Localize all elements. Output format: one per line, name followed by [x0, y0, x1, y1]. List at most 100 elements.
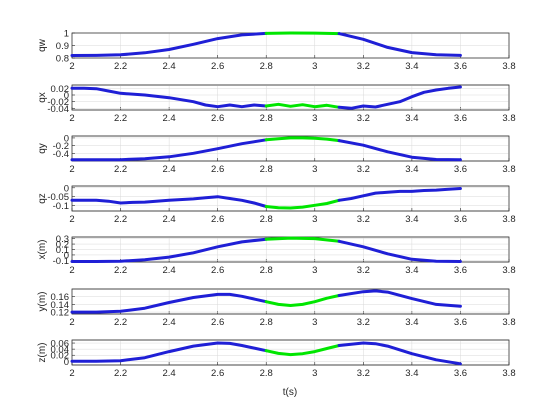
series-line-qz-0: [70, 195, 268, 208]
x-tick-label: 2: [69, 214, 74, 225]
series-line-z-m-0: [70, 341, 268, 363]
x-tick-label: 2.4: [163, 265, 176, 276]
x-tick-label: 3: [312, 113, 317, 124]
x-tick-label: 3.2: [357, 317, 370, 328]
y-tick-label: 0: [64, 133, 69, 144]
y-axis-label-qy: qy: [37, 143, 48, 154]
x-axis-label: t(s): [283, 387, 297, 398]
subplot-x-m: 2 2.2 2.4 2.6 2.8 3 3.2 3.4 3.6 3.8 0.30.20.10-0.1…: [37, 234, 516, 276]
plot-border: [71, 185, 510, 212]
plot-border: [71, 339, 510, 366]
x-tick-label: 3.8: [502, 113, 515, 124]
x-tick-label: 3.8: [502, 61, 515, 72]
y-tick-label: 0.06: [51, 339, 70, 350]
x-tick-label: 2.4: [163, 61, 176, 72]
x-tick-label: 3.2: [357, 214, 370, 225]
x-tick-label: 2: [69, 164, 74, 175]
y-tick-label: 0.9: [56, 41, 69, 52]
x-tick-label: 3.2: [357, 265, 370, 276]
x-tick-label: 3.2: [357, 61, 370, 72]
x-tick-label: 3: [312, 317, 317, 328]
x-tick-label: 3.2: [357, 368, 370, 379]
series-line-z-m-2: [337, 341, 462, 366]
series-line-qx-1: [264, 102, 341, 109]
x-tick-label: 3.4: [405, 214, 418, 225]
x-tick-label: 2.8: [260, 61, 273, 72]
x-tick-label: 3.6: [454, 317, 467, 328]
x-tick-label: 2: [69, 265, 74, 276]
y-tick-label: -0.4: [53, 149, 69, 160]
x-tick-label: 3.4: [405, 265, 418, 276]
y-tick-label: -0.1: [53, 256, 69, 267]
series-line-qw-1: [264, 31, 341, 36]
x-tick-label: 2.8: [260, 317, 273, 328]
y-tick-label: 0.12: [51, 308, 70, 319]
series-line-qy-2: [337, 139, 462, 162]
x-tick-label: 2.4: [163, 214, 176, 225]
x-tick-label: 3.4: [405, 164, 418, 175]
y-tick-label: 0: [64, 357, 69, 368]
x-tick-label: 3.8: [502, 368, 515, 379]
y-axis-label-qz: qz: [37, 193, 48, 204]
series-line-z-m-1: [264, 344, 341, 357]
y-tick-label: 0.2: [56, 240, 69, 251]
y-axis-label-qx: qx: [37, 92, 48, 103]
series-line-qy-1: [264, 136, 341, 143]
series-line-qy-0: [70, 138, 268, 162]
x-tick-label: 2.6: [211, 317, 224, 328]
x-tick-label: 2: [69, 368, 74, 379]
series-line-qz-2: [337, 187, 462, 202]
x-tick-label: 3.6: [454, 113, 467, 124]
x-tick-label: 2.8: [260, 368, 273, 379]
x-tick-label: 2.4: [163, 368, 176, 379]
plot-area: [71, 288, 510, 315]
x-tick-label: 3: [312, 368, 317, 379]
x-tick-label: 3.4: [405, 317, 418, 328]
y-tick-label: -0.02: [47, 97, 69, 108]
subplot-qz: 2 2.2 2.4 2.6 2.8 3 3.2 3.4 3.6 3.8 0-0.05-0.1 qz: [37, 183, 516, 225]
x-tick-label: 3.6: [454, 368, 467, 379]
y-tick-label: 1: [64, 29, 69, 40]
x-tick-label: 2.6: [211, 61, 224, 72]
x-tick-label: 3.6: [454, 265, 467, 276]
subplot-qy: 2 2.2 2.4 2.6 2.8 3 3.2 3.4 3.6 3.8 0-0.2-0.4 qy: [37, 133, 516, 175]
x-tick-label: 2.8: [260, 265, 273, 276]
x-tick-label: 2: [69, 61, 74, 72]
x-tick-label: 3: [312, 214, 317, 225]
x-tick-label: 3.6: [454, 214, 467, 225]
y-tick-label: 0.3: [56, 234, 69, 245]
y-axis-label-qw: qw: [37, 38, 48, 52]
series-line-qx-2: [337, 85, 462, 110]
x-tick-label: 3.6: [454, 164, 467, 175]
plot-area: [71, 135, 510, 162]
series-line-qx-0: [70, 86, 268, 109]
x-tick-label: 2.2: [114, 164, 127, 175]
y-axis-label-z-m: z(m): [37, 343, 48, 363]
x-tick-label: 2.6: [211, 265, 224, 276]
y-tick-label: 0: [64, 91, 69, 102]
x-tick-label: 2.2: [114, 265, 127, 276]
series-line-qz-1: [264, 198, 341, 210]
y-tick-label: 0.8: [56, 54, 69, 65]
y-tick-label: 0.02: [51, 84, 70, 95]
x-tick-label: 3.4: [405, 368, 418, 379]
x-tick-label: 2.2: [114, 61, 127, 72]
x-tick-label: 3.6: [454, 61, 467, 72]
subplot-qx: 2 2.2 2.4 2.6 2.8 3 3.2 3.4 3.6 3.8 0.020-0.02-0.0…: [37, 84, 516, 124]
x-tick-label: 2.4: [163, 113, 176, 124]
y-tick-label: 0.02: [51, 351, 70, 362]
x-tick-label: 2.2: [114, 113, 127, 124]
subplot-y-m: 2 2.2 2.4 2.6 2.8 3 3.2 3.4 3.6 3.8 0.160.140.12y(…: [37, 288, 516, 328]
x-tick-label: 3: [312, 61, 317, 72]
y-axis-label-y-m: y(m): [37, 292, 48, 312]
subplot-qw: 2 2.2 2.4 2.6 2.8 3 3.2 3.4 3.6 3.8 0.8 0.91 qw: [37, 29, 516, 73]
y-tick-label: 0: [64, 183, 69, 194]
x-tick-label: 3: [312, 265, 317, 276]
y-tick-label: 0.04: [51, 345, 70, 356]
y-tick-label: -0.2: [53, 141, 69, 152]
y-tick-label: -0.04: [47, 104, 69, 115]
x-tick-label: 3: [312, 164, 317, 175]
series-line-y-m-0: [70, 292, 268, 314]
series-line-x-m-0: [70, 237, 268, 263]
x-tick-label: 2: [69, 113, 74, 124]
